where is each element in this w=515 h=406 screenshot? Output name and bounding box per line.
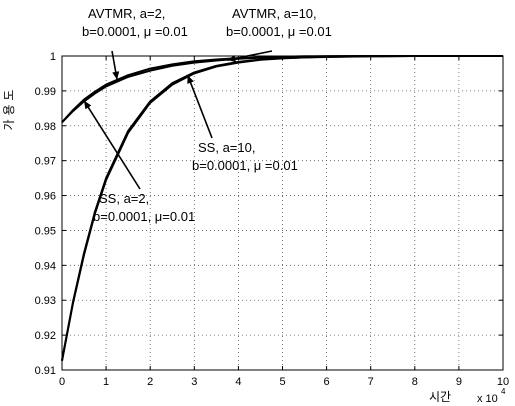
annotation-label-ss-a2: SS, a=2,	[99, 191, 149, 206]
annotation-arrow-ss-a10	[186, 74, 213, 139]
annotations: AVTMR, a=2, b=0.0001, μ =0.01 AVTMR, a=10,…	[82, 6, 332, 224]
x-tick-label: 10	[497, 376, 509, 388]
x-tick-label: 3	[191, 376, 197, 388]
x-tick-label: 6	[324, 376, 330, 388]
y-tick-label: 1	[50, 51, 56, 63]
y-tick-label: 0.93	[35, 295, 56, 307]
annotation-arrowhead-ss-a10	[187, 75, 194, 84]
x-tick-label: 9	[456, 376, 462, 388]
annotation-label-ss-a10: SS, a=10,	[198, 140, 255, 155]
annotation-arrowhead-ss-a2	[84, 100, 92, 110]
annotation-arrow-ss-a2	[83, 100, 141, 190]
grid-lines	[62, 56, 503, 370]
series-line-4	[61, 55, 503, 362]
x-tick-label: 8	[412, 376, 418, 388]
x-scale-exponent: 4	[501, 387, 506, 396]
series-lines	[61, 55, 503, 362]
y-tick-label: 0.95	[35, 225, 56, 237]
x-scale-label: x 10	[477, 393, 498, 405]
annotation-arrowhead-avtmr-a2	[112, 71, 120, 80]
annotation-label-ss-a2: b=0.0001, μ=0.01	[93, 209, 195, 224]
x-tick-label: 1	[103, 376, 109, 388]
annotation-label-avtmr-a10: AVTMR, a=10,	[232, 6, 317, 21]
y-tick-label: 0.97	[35, 156, 56, 168]
y-tick-label: 0.96	[35, 191, 56, 203]
annotation-label-avtmr-a10: b=0.0001, μ =0.01	[226, 24, 332, 39]
y-tick-label: 0.94	[35, 260, 56, 272]
annotation-label-avtmr-a2: AVTMR, a=2,	[88, 6, 165, 21]
annotation-arrowhead-avtmr-a10	[227, 55, 236, 63]
annotation-label-avtmr-a2: b=0.0001, μ =0.01	[82, 24, 188, 39]
y-tick-label: 0.99	[35, 86, 56, 98]
y-tick-label: 0.92	[35, 330, 56, 342]
y-axis-label: 가 용 도	[2, 90, 16, 131]
x-tick-label: 5	[279, 376, 285, 388]
x-tick-label: 4	[235, 376, 241, 388]
x-tick-label: 0	[59, 376, 65, 388]
x-axis-label: 시간	[429, 390, 451, 404]
annotation-label-ss-a10: b=0.0001, μ =0.01	[192, 158, 298, 173]
y-tick-label: 0.91	[35, 365, 56, 377]
x-tick-label: 7	[368, 376, 374, 388]
x-tick-label: 2	[147, 376, 153, 388]
y-tick-label: 0.98	[35, 121, 56, 133]
